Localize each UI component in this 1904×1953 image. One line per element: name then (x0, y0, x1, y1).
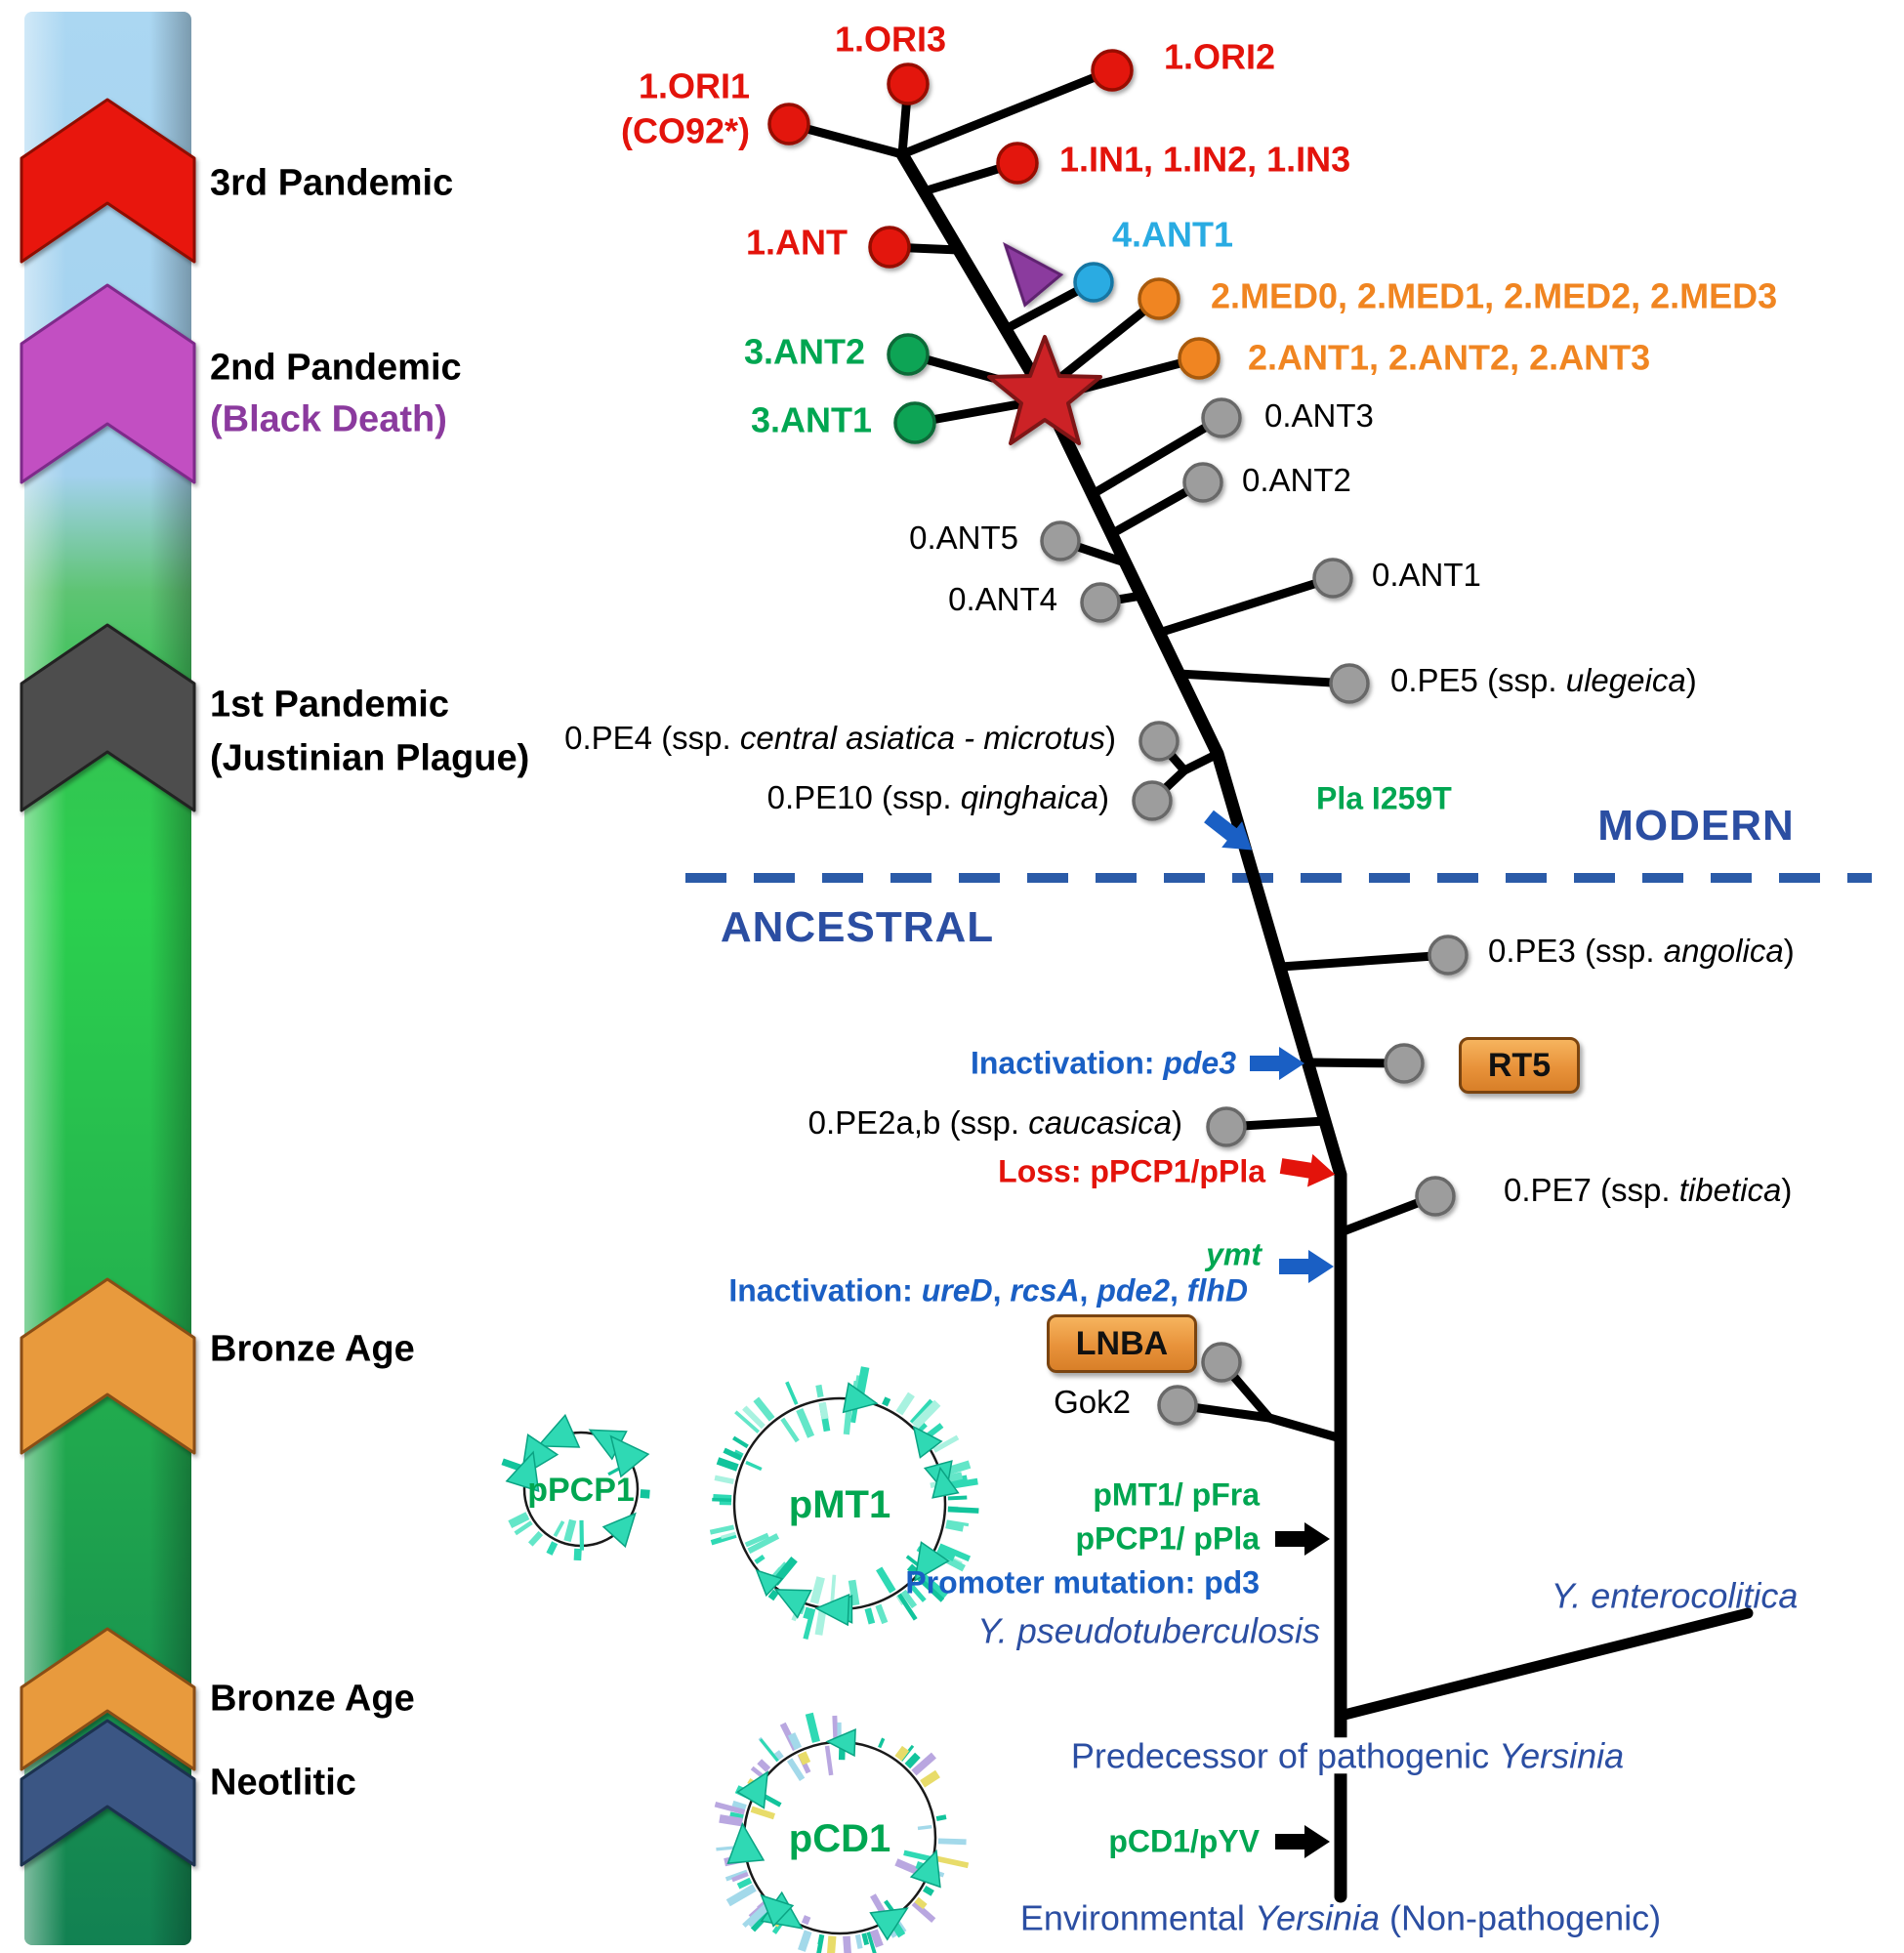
branch-0pe3 (1276, 950, 1453, 972)
tree-node-in123 (996, 142, 1039, 185)
chevron-1st-pandemic (20, 623, 196, 812)
loss-arrow (1279, 1153, 1336, 1187)
chevron-3rd-pandemic (20, 98, 196, 264)
timeline-bar (24, 12, 191, 1945)
chevron-bronze-age-1 (20, 1277, 196, 1455)
tree-node-pe2 (1206, 1106, 1247, 1147)
tree-node-gok2n (1157, 1385, 1198, 1426)
tree-node-ori1 (767, 103, 810, 145)
pde3-arrow (1250, 1047, 1304, 1080)
plasmid-ppcp1: pPCP1 (501, 1413, 650, 1561)
tree-node-pe3 (1428, 935, 1469, 976)
pla-arrow (1204, 810, 1253, 851)
branch-0ant1 (1154, 573, 1338, 638)
tree-node-ori3 (887, 62, 930, 105)
plasmid-pmt1: pMT1 (709, 1366, 979, 1641)
chevron-2nd-pandemic (20, 283, 196, 484)
branch-y-enterocolitica (1335, 1607, 1754, 1722)
tree-node-a4 (1080, 582, 1121, 623)
tree-node-ant1g (893, 401, 936, 444)
chevron-neolithic (20, 1719, 196, 1867)
plasmid-pcd1: pCD1 (714, 1712, 970, 1953)
annotation-arrows (1204, 810, 1336, 1858)
black-death-triangle-marker (1002, 241, 1064, 308)
tree-node-ant4_1 (1073, 262, 1114, 303)
tree-trunk (895, 147, 1347, 1903)
justinian-plague-star-marker (987, 335, 1102, 445)
plasmid-pmt1-label: pMT1 (789, 1483, 890, 1526)
tree-node-med (1138, 277, 1180, 320)
pmt1-arrow (1275, 1522, 1330, 1556)
tree-node-ant1red (868, 226, 911, 269)
tree-node-a2 (1182, 462, 1223, 503)
tree-node-lnban (1201, 1342, 1242, 1383)
tree-nodes (767, 49, 1469, 1426)
tree-node-ori2 (1091, 49, 1134, 92)
ymt-arrow (1279, 1250, 1334, 1283)
tree-node-ant2g (887, 333, 930, 376)
tree-node-pe10 (1132, 780, 1173, 821)
plasmid-ppcp1-label: pPCP1 (527, 1472, 635, 1509)
tree-node-pe4 (1138, 721, 1180, 762)
pcd1-arrow (1275, 1825, 1330, 1858)
tree-node-rt5n (1384, 1043, 1425, 1084)
tree-node-a1 (1312, 558, 1353, 599)
branch-2med (1042, 294, 1164, 394)
timeline-bar-shade (24, 12, 191, 1945)
plasmid-maps: pPCP1 pMT1 pCD1 (501, 1366, 979, 1953)
branch-lnba (1217, 1357, 1345, 1443)
tree-node-ant123o (1178, 337, 1221, 380)
branch-0pe5 (1174, 669, 1354, 688)
tree-node-a3 (1201, 397, 1242, 438)
branch-ori2 (897, 65, 1117, 159)
tree-node-pe7 (1415, 1176, 1456, 1217)
chevron-bronze-age-2 (20, 1627, 196, 1771)
plasmid-pcd1-label: pCD1 (789, 1817, 890, 1860)
tree-node-a5 (1040, 520, 1081, 561)
branch-0ant3 (1088, 413, 1226, 499)
tree-node-pe5 (1329, 663, 1370, 704)
